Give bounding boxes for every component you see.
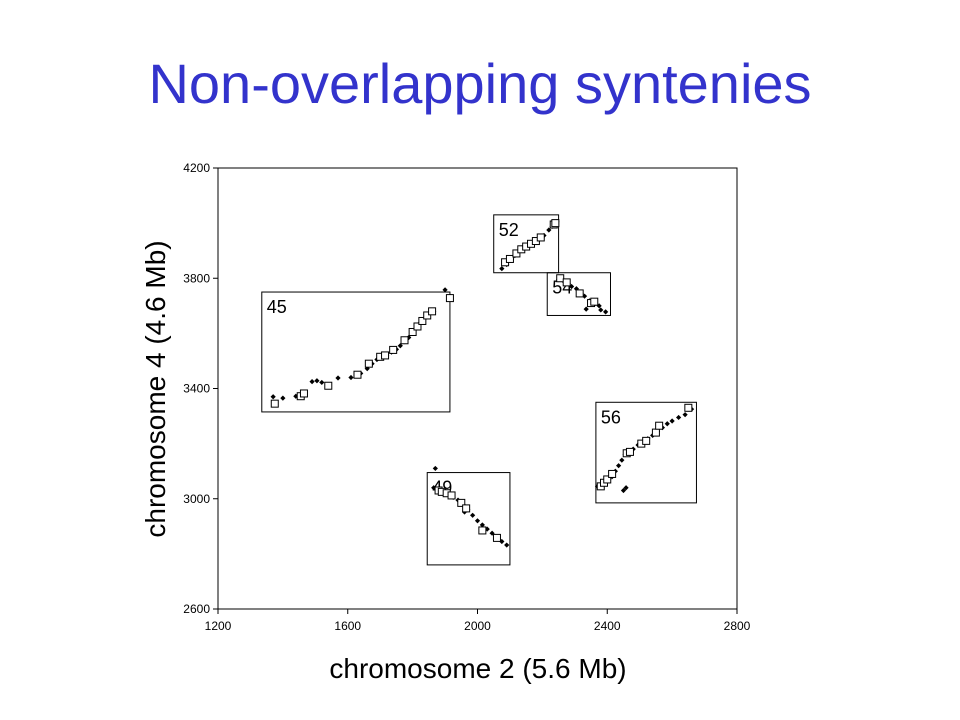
square-point [551, 219, 560, 228]
diamond-point [319, 379, 325, 386]
diamond-point [623, 485, 629, 491]
block-label: 56 [601, 407, 621, 427]
square-point [423, 311, 432, 320]
synteny-block-56: 56 [594, 401, 697, 504]
diamond-point [293, 393, 299, 399]
diamond-point [406, 334, 412, 341]
square-point [381, 351, 390, 360]
square-point [353, 370, 362, 379]
diamond-point [598, 307, 604, 313]
square-point [562, 278, 571, 287]
synteny-block-52: 52 [493, 214, 560, 274]
square-point [625, 447, 634, 456]
diamond-point [348, 374, 354, 381]
diamond-point [442, 287, 448, 293]
diamond-point [504, 542, 510, 548]
y-tick-label: 4200 [183, 161, 210, 175]
square-point [603, 475, 612, 484]
square-point [428, 307, 437, 316]
synteny-block-49: 49 [426, 465, 511, 566]
diamond-point [682, 412, 688, 418]
diamond-point [479, 522, 485, 528]
diamond-point [546, 227, 552, 233]
square-point [389, 345, 398, 354]
square-point [413, 322, 422, 331]
block-label: 45 [267, 297, 287, 317]
block-frame [261, 291, 451, 413]
plot-area-frame [217, 167, 738, 610]
square-point [408, 327, 417, 336]
square-point [364, 359, 373, 368]
synteny-blocks: 45 52 54 56 49 [261, 214, 697, 566]
diamond-point [474, 518, 481, 524]
square-point [512, 249, 521, 258]
axis-ticks: 1200 1600 2000 2400 2800 2600 3000 3400 3800 4200 [183, 161, 750, 633]
square-point [505, 254, 514, 263]
square-point [270, 399, 279, 408]
diamond-point [581, 293, 588, 299]
diamond-point [364, 366, 370, 372]
block-frame [493, 214, 560, 274]
diamond-point [432, 465, 438, 472]
diamond-point [270, 394, 276, 400]
diamond-point [499, 266, 505, 272]
block-label: 52 [499, 220, 519, 240]
square-point [445, 294, 454, 303]
diamond-point [603, 309, 609, 315]
square-point [478, 526, 487, 535]
x-tick-label: 2800 [724, 619, 751, 633]
diamond-point [620, 487, 627, 494]
square-point [684, 403, 693, 412]
block-frame [595, 401, 697, 504]
square-point [556, 274, 565, 283]
x-tick-label: 2400 [594, 619, 621, 633]
square-point [590, 297, 599, 306]
square-point [462, 504, 471, 513]
x-tick-label: 1600 [334, 619, 361, 633]
y-tick-label: 3400 [183, 382, 210, 396]
y-tick-label: 3000 [183, 492, 210, 506]
square-point [575, 289, 584, 298]
y-axis-title: chromosome 4 (4.6 Mb) [140, 240, 171, 537]
square-point [651, 428, 660, 437]
square-point [536, 233, 545, 242]
square-point [642, 436, 651, 445]
diamond-point [314, 378, 320, 384]
square-point [400, 336, 409, 345]
x-tick-label: 2000 [464, 619, 491, 633]
square-point [299, 389, 308, 398]
diamond-point [583, 306, 589, 312]
diamond-point [676, 414, 682, 421]
square-point [457, 498, 466, 507]
y-tick-label: 3800 [183, 271, 210, 285]
diamond-point [664, 421, 670, 427]
diamond-point [669, 418, 675, 424]
synteny-block-54: 54 [546, 272, 611, 316]
square-point [447, 491, 456, 500]
diamond-point [431, 485, 437, 491]
x-axis-title: chromosome 2 (5.6 Mb) [329, 653, 626, 684]
diamond-point [335, 375, 341, 381]
diamond-point [619, 457, 625, 463]
y-tick-label: 2600 [183, 602, 210, 616]
diamond-point [470, 512, 476, 518]
diamond-point [616, 463, 622, 469]
diamond-point [280, 395, 286, 401]
square-point [324, 381, 333, 390]
slide-title: Non-overlapping syntenies [148, 52, 812, 115]
block-frame [546, 272, 611, 316]
diamond-point [309, 379, 315, 385]
diamond-point [484, 526, 490, 532]
synteny-block-45: 45 [261, 287, 454, 413]
x-tick-label: 1200 [205, 619, 232, 633]
square-point [492, 533, 501, 542]
block-frame [426, 472, 511, 566]
square-point [418, 316, 427, 325]
diamond-point [397, 343, 403, 349]
diamond-point [489, 530, 495, 536]
square-point [608, 469, 617, 478]
square-point [655, 421, 664, 430]
